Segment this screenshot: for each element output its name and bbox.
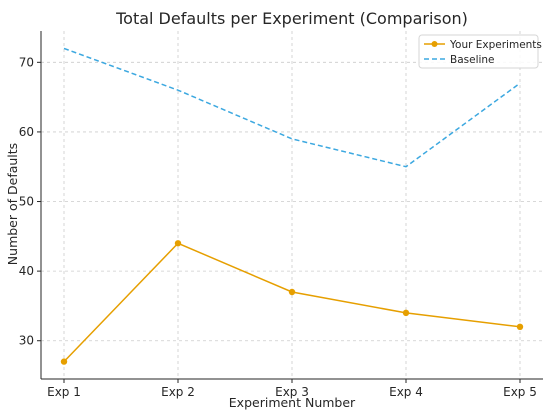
- grid: [41, 31, 543, 379]
- data-point: [174, 240, 182, 247]
- x-tick-label: Exp 2: [161, 385, 195, 399]
- y-tick-label: 50: [19, 195, 34, 209]
- y-tick-label: 70: [19, 55, 34, 69]
- legend-box: [418, 34, 539, 69]
- y-axis-label: Number of Defaults: [5, 143, 20, 265]
- x-tick-label: Exp 4: [389, 385, 423, 399]
- data-point: [60, 358, 68, 365]
- x-axis-label: Experiment Number: [229, 395, 356, 410]
- y-tick-label: 40: [19, 264, 34, 278]
- legend-label: Baseline: [450, 54, 495, 66]
- y-tick-label: 30: [19, 334, 34, 348]
- chart-title: Total Defaults per Experiment (Compariso…: [115, 9, 468, 28]
- y-tick-label: 60: [19, 125, 34, 139]
- data-point: [402, 309, 410, 317]
- axes: Exp 1 Exp 2 Exp 3 Exp 4 Exp 5 30 40 50 60 70: [19, 31, 543, 399]
- series-line-1: [63, 47, 521, 168]
- x-tick-label: Exp 1: [47, 385, 81, 399]
- x-tick-label: Exp 3: [275, 385, 309, 399]
- series-layer: [60, 47, 524, 365]
- legend-label: Your Experiments: [449, 39, 542, 51]
- legend-marker: [431, 41, 438, 47]
- legend: Your Experiments Baseline: [418, 34, 542, 69]
- data-point: [288, 288, 296, 296]
- x-tick-label: Exp 5: [503, 385, 537, 399]
- data-point: [516, 323, 524, 330]
